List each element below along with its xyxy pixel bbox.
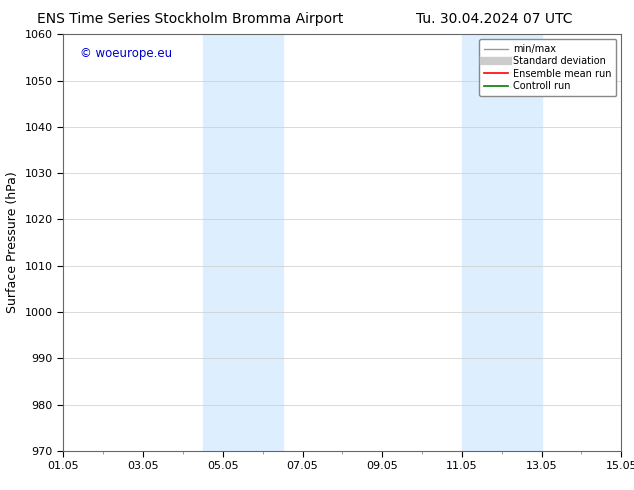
Legend: min/max, Standard deviation, Ensemble mean run, Controll run: min/max, Standard deviation, Ensemble me… (479, 39, 616, 96)
Bar (462, 34, 541, 451)
Y-axis label: Surface Pressure (hPa): Surface Pressure (hPa) (6, 172, 19, 314)
Bar (203, 34, 283, 451)
Text: © woeurope.eu: © woeurope.eu (80, 47, 172, 60)
Text: Tu. 30.04.2024 07 UTC: Tu. 30.04.2024 07 UTC (417, 12, 573, 26)
Text: ENS Time Series Stockholm Bromma Airport: ENS Time Series Stockholm Bromma Airport (37, 12, 344, 26)
